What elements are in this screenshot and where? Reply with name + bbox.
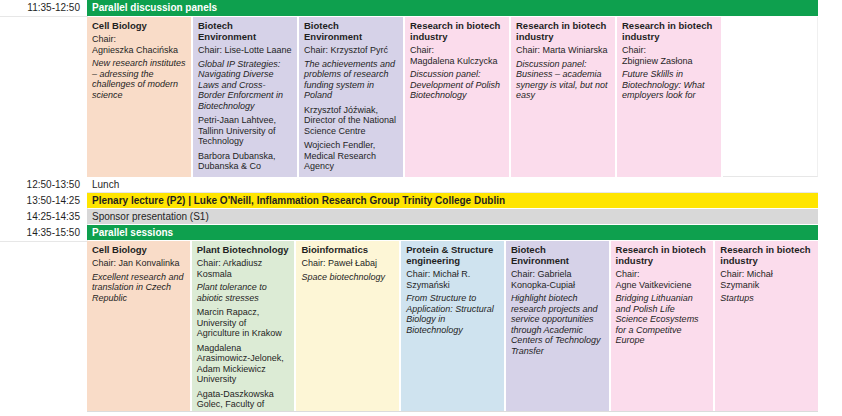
session-panel: Research in biotech industry Chair: Marta…: [511, 17, 615, 177]
session-topic: Bridging Lithuanian and Polish Life Scie…: [616, 293, 709, 346]
session-chair: Chair: Agnieszka Chacińska: [92, 34, 186, 55]
session-topic: Excellent research and translation in Cz…: [92, 272, 185, 304]
session-chair: Chair: Gabriela Konopka-Cupiał: [511, 269, 604, 290]
session-title: Research in biotech industry: [616, 244, 709, 266]
time-slot-lunch: 12:50-13:50: [0, 177, 88, 194]
session-title: Biotech Environment: [198, 20, 292, 42]
session-chair: Chair: Magdalena Kulczycka: [410, 45, 504, 66]
session-panel: Research in biotech industry Chair: Magda…: [405, 17, 509, 177]
session-chair: Chair: Krzysztof Pyrć: [304, 45, 398, 56]
session-title: Protein & Structure engineering: [406, 244, 499, 266]
time-slot-sponsor: 14:25-14:35: [0, 209, 88, 226]
session-title: Biotech Environment: [511, 244, 604, 266]
empty-schedule-cell: [723, 17, 818, 177]
lunch-row: Lunch: [87, 177, 818, 193]
session-topic: The achievements and problems of researc…: [304, 59, 398, 101]
session-topic: Global IP Strategies: Navigating Diverse…: [198, 59, 292, 112]
session-title: Research in biotech industry: [720, 244, 813, 266]
session-speaker: Petri-Jaan Lahtvee, Tallinn University o…: [198, 115, 292, 147]
session-panel: Research in biotech industry Chair: Zbign…: [617, 17, 721, 177]
session-panel: Biotech Environment Chair: Gabriela Konop…: [506, 241, 609, 411]
session-speaker: Marcin Rapacz, University of Agriculture…: [197, 307, 290, 339]
discussion-panels-header: Parallel discussion panels: [87, 0, 818, 16]
session-chair: Chair: Agne Vaitkeviciene: [616, 269, 709, 290]
session-chair: Chair: Jan Konvalinka: [92, 258, 185, 269]
session-topic: Discussion panel: Business – academia sy…: [516, 59, 610, 101]
session-topic: Space biotechnology: [301, 272, 394, 283]
session-panel: Cell Biology Chair: Jan Konvalinka Excelle…: [87, 241, 190, 411]
session-title: Plant Biotechnology: [197, 244, 290, 255]
session-title: Research in biotech industry: [516, 20, 610, 42]
session-panel: Biotech Environment Chair: Lise-Lotte Laa…: [193, 17, 297, 177]
discussion-panels-grid: Cell Biology Chair: Agnieszka Chacińska Ne…: [87, 17, 818, 177]
parallel-sessions-header: Parallel sessions: [87, 225, 818, 240]
session-topic: Future Sklills in Biotechnology: What em…: [622, 69, 716, 101]
session-topic: New research institutes – adressing the …: [92, 58, 186, 100]
session-speaker: Wojciech Fendler, Medical Research Agenc…: [304, 140, 398, 172]
session-title: Biotech Environment: [304, 20, 398, 42]
session-chair: Chair: Michał Szymanik: [720, 269, 813, 290]
time-slot-parallel-sessions: 14:35-15:50: [0, 225, 88, 242]
session-panel: Cell Biology Chair: Agnieszka Chacińska Ne…: [87, 17, 191, 177]
session-chair: Chair: Arkadiusz Kosmala: [197, 258, 290, 279]
session-chair: Chair: Zbigniew Zasłona: [622, 45, 716, 66]
session-title: Bioinformatics: [301, 244, 394, 255]
session-panel: Protein & Structure engineering Chair: Mi…: [401, 241, 504, 411]
session-title: Cell Biology: [92, 20, 186, 31]
session-chair: Chair: Lise-Lotte Laane: [198, 45, 292, 56]
sponsor-presentation-row: Sponsor presentation (S1): [87, 209, 818, 224]
session-speaker: Magdalena Arasimowicz-Jelonek, Adam Mick…: [197, 343, 290, 385]
session-speaker: Agata-Daszkowska Golec, Faculty of Natur…: [197, 389, 290, 412]
session-topic: Discussion panel: Development of Polish …: [410, 69, 504, 101]
session-topic: Highlight biotech research projects and …: [511, 293, 604, 356]
time-slot-discussion-panels: 11:35-12:50: [0, 0, 88, 17]
session-chair: Chair: Marta Winiarska: [516, 45, 610, 56]
conference-agenda-page: { "colors": { "green": "#0ea04e", "yello…: [0, 0, 842, 416]
time-slot-plenary: 13:50-14:25: [0, 193, 88, 210]
session-panel: Bioinformatics Chair: Paweł Łabaj Space bi…: [296, 241, 399, 411]
session-topic: Startups: [720, 293, 813, 304]
session-speaker: Barbora Dubanska, Dubanska & Co: [198, 151, 292, 172]
session-title: Cell Biology: [92, 244, 185, 255]
session-topic: From Structure to Application: Structura…: [406, 293, 499, 335]
session-topic: Plant tolerance to abiotic stresses: [197, 282, 290, 303]
session-panel: Biotech Environment Chair: Krzysztof Pyrć…: [299, 17, 403, 177]
session-panel: Research in biotech industry Chair: Agne …: [611, 241, 714, 411]
session-panel: Plant Biotechnology Chair: Arkadiusz Kosm…: [192, 241, 295, 411]
session-chair: Chair: Paweł Łabaj: [301, 258, 394, 269]
plenary-lecture-row: Plenary lecture (P2) | Luke O'Neill, Inf…: [87, 193, 818, 208]
session-speaker: Krzysztof Jóźwiak, Director of the Natio…: [304, 105, 398, 137]
session-chair: Chair: Michał R. Szymański: [406, 269, 499, 290]
parallel-sessions-grid: Cell Biology Chair: Jan Konvalinka Excelle…: [87, 241, 818, 412]
session-title: Research in biotech industry: [410, 20, 504, 42]
session-title: Research in biotech industry: [622, 20, 716, 42]
session-panel: Research in biotech industry Chair: Micha…: [715, 241, 818, 411]
